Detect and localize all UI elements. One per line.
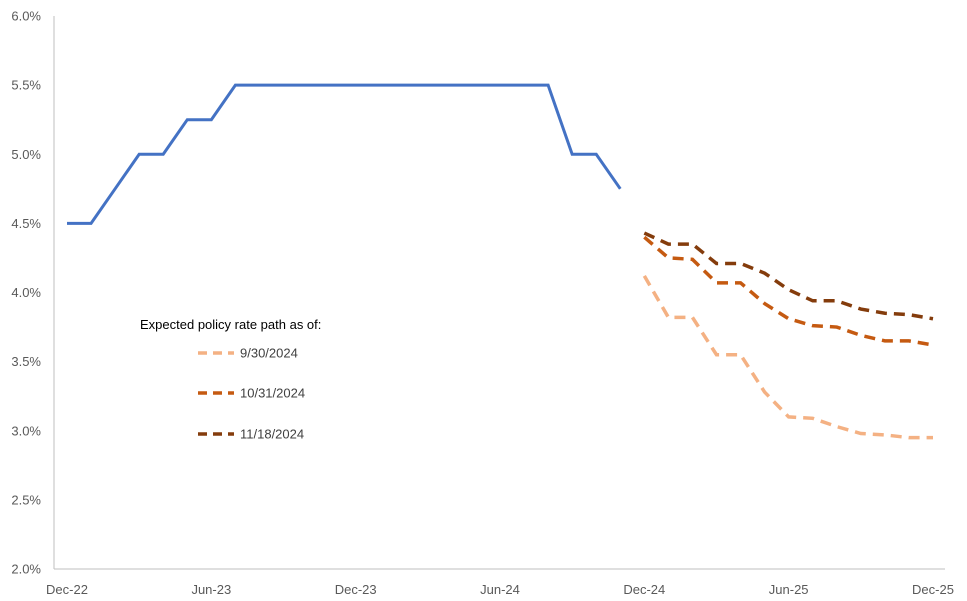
y-tick-label: 3.0% — [11, 423, 41, 438]
x-tick-label: Jun-25 — [769, 582, 809, 597]
y-tick-label: 5.5% — [11, 78, 41, 93]
legend-entry-label: 9/30/2024 — [240, 346, 298, 361]
y-axis-ticks: 2.0% 2.5% 3.0% 3.5% 4.0% 4.5% 5.0% 5.5% 6.0% — [11, 9, 41, 577]
x-axis-ticks: Dec-22 Jun-23 Dec-23 Jun-24 Dec-24 Jun-25 Dec-… — [46, 582, 954, 597]
y-tick-label: 4.5% — [11, 216, 41, 231]
x-tick-label: Jun-24 — [480, 582, 520, 597]
x-tick-label: Dec-23 — [335, 582, 377, 597]
series-line-actual-rate — [67, 83, 622, 225]
series-line-11-18-2024 — [643, 231, 934, 321]
legend-entry-label: 11/18/2024 — [240, 427, 304, 442]
legend-title: Expected policy rate path as of: — [140, 317, 321, 332]
series-lines — [67, 83, 934, 440]
x-tick-label: Dec-22 — [46, 582, 88, 597]
y-tick-label: 5.0% — [11, 147, 41, 162]
axes — [53, 16, 945, 570]
y-tick-label: 3.5% — [11, 354, 41, 369]
x-tick-label: Dec-25 — [912, 582, 954, 597]
legend-entry-label: 10/31/2024 — [240, 386, 305, 401]
y-tick-label: 2.5% — [11, 492, 41, 507]
x-tick-label: Dec-24 — [623, 582, 665, 597]
series-line-9-30-2024 — [642, 275, 933, 440]
y-tick-label: 2.0% — [11, 562, 41, 577]
series-line-10-31-2024 — [643, 235, 934, 347]
y-tick-label: 4.0% — [11, 285, 41, 300]
x-tick-label: Jun-23 — [191, 582, 231, 597]
legend: Expected policy rate path as of: 9/30/202… — [140, 317, 321, 442]
y-tick-label: 6.0% — [11, 9, 41, 24]
